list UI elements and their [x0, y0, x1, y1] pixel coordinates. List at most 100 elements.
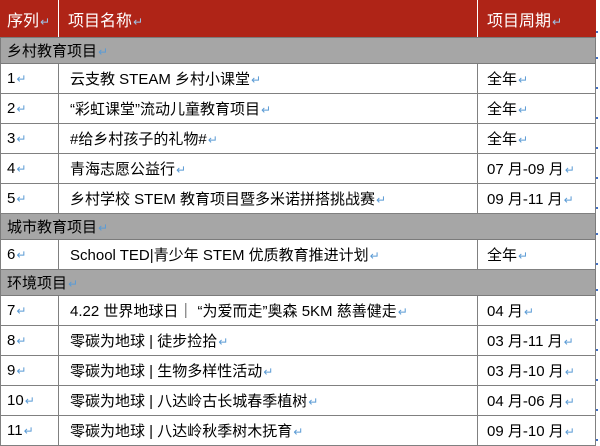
sequence-number: 8↵ [7, 332, 27, 349]
sequence-number: 3↵ [7, 130, 27, 147]
table-row: 10↵ 零碳为地球 | 八达岭古长城春季植树↵ 04 月-06 月↵ [0, 385, 596, 416]
project-name-cell[interactable]: 青海志愿公益行↵ [58, 153, 478, 184]
project-name: 4.22 世界地球日｜ “为爱而走”奥森 5KM 慈善健走↵ [70, 303, 408, 320]
paragraph-mark-icon: ↵ [218, 335, 229, 349]
project-name: 零碳为地球 | 八达岭秋季树木抚育↵ [70, 423, 304, 440]
paragraph-mark-icon: ↵ [23, 424, 34, 438]
project-name-cell[interactable]: 4.22 世界地球日｜ “为爱而走”奥森 5KM 慈善健走↵ [58, 295, 478, 326]
project-cycle-cell[interactable]: 03 月-11 月↵ [477, 325, 596, 356]
table-row: 6↵ School TED|青少年 STEM 优质教育推进计划↵ 全年↵ [0, 239, 596, 270]
table-row: 7↵ 4.22 世界地球日｜ “为爱而走”奥森 5KM 慈善健走↵ 04 月↵ [0, 295, 596, 326]
paragraph-mark-icon: ↵ [16, 192, 27, 206]
table-row: 11↵ 零碳为地球 | 八达岭秋季树木抚育↵ 09 月-10 月↵ [0, 415, 596, 446]
paragraph-mark-icon: ↵ [397, 305, 408, 319]
category-group-cell[interactable]: 环境项目↵ [0, 269, 596, 296]
project-name-cell[interactable]: #给乡村孩子的礼物#↵ [58, 123, 478, 154]
sequence-number: 5↵ [7, 190, 27, 207]
project-cycle-cell[interactable]: 全年↵ [477, 239, 596, 270]
project-cycle-cell[interactable]: 全年↵ [477, 63, 596, 94]
project-name: “彩虹课堂”流动儿童教育项目↵ [70, 101, 272, 118]
category-group-row: 乡村教育项目↵ [0, 37, 596, 64]
project-cycle: 全年↵ [487, 71, 529, 88]
sequence-number: 1↵ [7, 70, 27, 87]
category-group-cell[interactable]: 城市教育项目↵ [0, 213, 596, 240]
category-group-label: 乡村教育项目↵ [7, 43, 109, 60]
project-name-cell[interactable]: 零碳为地球 | 八达岭秋季树木抚育↵ [58, 415, 478, 446]
paragraph-mark-icon: ↵ [523, 305, 534, 319]
sequence-number-cell[interactable]: 9↵ [0, 355, 59, 386]
paragraph-mark-icon: ↵ [68, 277, 79, 291]
table-row: 1↵ 云支教 STEAM 乡村小课堂↵ 全年↵ [0, 63, 596, 94]
sequence-number-cell[interactable]: 11↵ [0, 415, 59, 446]
project-cycle-cell[interactable]: 09 月-11 月↵ [477, 183, 596, 214]
sequence-number: 9↵ [7, 362, 27, 379]
paragraph-mark-icon: ↵ [176, 163, 187, 177]
table-row: 4↵ 青海志愿公益行↵ 07 月-09 月↵ [0, 153, 596, 184]
project-name: 零碳为地球 | 生物多样性活动↵ [70, 363, 274, 380]
project-name-cell[interactable]: 零碳为地球 | 八达岭古长城春季植树↵ [58, 385, 478, 416]
project-cycle: 全年↵ [487, 131, 529, 148]
sequence-number-cell[interactable]: 6↵ [0, 239, 59, 270]
column-header-cycle[interactable]: 项目周期↵ [477, 0, 596, 38]
paragraph-mark-icon: ↵ [16, 304, 27, 318]
paragraph-mark-icon: ↵ [40, 15, 51, 29]
project-cycle: 04 月↵ [487, 303, 534, 320]
project-cycle: 09 月-11 月↵ [487, 191, 574, 208]
project-cycle-cell[interactable]: 07 月-09 月↵ [477, 153, 596, 184]
sequence-number-cell[interactable]: 8↵ [0, 325, 59, 356]
sequence-number: 2↵ [7, 100, 27, 117]
project-cycle-cell[interactable]: 全年↵ [477, 93, 596, 124]
column-header-label: 项目周期↵ [487, 13, 563, 30]
paragraph-mark-icon: ↵ [518, 73, 529, 87]
category-group-cell[interactable]: 乡村教育项目↵ [0, 37, 596, 64]
project-cycle-cell[interactable]: 04 月-06 月↵ [477, 385, 596, 416]
paragraph-mark-icon: ↵ [251, 73, 262, 87]
table-row: 9↵ 零碳为地球 | 生物多样性活动↵ 03 月-10 月↵ [0, 355, 596, 386]
paragraph-mark-icon: ↵ [24, 394, 35, 408]
category-group-row: 环境项目↵ [0, 269, 596, 296]
sequence-number-cell[interactable]: 5↵ [0, 183, 59, 214]
sequence-number-cell[interactable]: 3↵ [0, 123, 59, 154]
project-cycle-cell[interactable]: 04 月↵ [477, 295, 596, 326]
sequence-number-cell[interactable]: 1↵ [0, 63, 59, 94]
project-cycle-cell[interactable]: 09 月-10 月↵ [477, 415, 596, 446]
table-row: 5↵ 乡村学校 STEM 教育项目暨多米诺拼搭挑战赛↵ 09 月-11 月↵ [0, 183, 596, 214]
table-header-row: 序列↵ 项目名称↵ 项目周期↵ [0, 0, 596, 38]
project-cycle-cell[interactable]: 03 月-10 月↵ [477, 355, 596, 386]
sequence-number-cell[interactable]: 2↵ [0, 93, 59, 124]
paragraph-mark-icon: ↵ [16, 72, 27, 86]
project-cycle-cell[interactable]: 全年↵ [477, 123, 596, 154]
paragraph-mark-icon: ↵ [16, 334, 27, 348]
paragraph-mark-icon: ↵ [376, 193, 387, 207]
project-cycle: 07 月-09 月↵ [487, 161, 575, 178]
sequence-number-cell[interactable]: 10↵ [0, 385, 59, 416]
project-cycle: 03 月-11 月↵ [487, 333, 574, 350]
paragraph-mark-icon: ↵ [369, 249, 380, 263]
project-cycle: 全年↵ [487, 247, 529, 264]
sequence-number: 6↵ [7, 246, 27, 263]
column-header-seq[interactable]: 序列↵ [0, 0, 59, 38]
column-header-name[interactable]: 项目名称↵ [58, 0, 478, 38]
project-name: #给乡村孩子的礼物#↵ [70, 131, 218, 148]
project-name-cell[interactable]: 云支教 STEAM 乡村小课堂↵ [58, 63, 478, 94]
paragraph-mark-icon: ↵ [133, 15, 144, 29]
paragraph-mark-icon: ↵ [16, 162, 27, 176]
project-name-cell[interactable]: “彩虹课堂”流动儿童教育项目↵ [58, 93, 478, 124]
paragraph-mark-icon: ↵ [564, 425, 575, 439]
paragraph-mark-icon: ↵ [98, 45, 109, 59]
sequence-number-cell[interactable]: 4↵ [0, 153, 59, 184]
project-name-cell[interactable]: School TED|青少年 STEM 优质教育推进计划↵ [58, 239, 478, 270]
project-name-cell[interactable]: 零碳为地球 | 徒步捡拾↵ [58, 325, 478, 356]
project-cycle: 全年↵ [487, 101, 529, 118]
project-cycle: 09 月-10 月↵ [487, 423, 575, 440]
project-name-cell[interactable]: 零碳为地球 | 生物多样性活动↵ [58, 355, 478, 386]
sequence-number: 4↵ [7, 160, 27, 177]
sequence-number-cell[interactable]: 7↵ [0, 295, 59, 326]
project-name: 零碳为地球 | 徒步捡拾↵ [70, 333, 229, 350]
table-row: 3↵ #给乡村孩子的礼物#↵ 全年↵ [0, 123, 596, 154]
table-row: 8↵ 零碳为地球 | 徒步捡拾↵ 03 月-11 月↵ [0, 325, 596, 356]
paragraph-mark-icon: ↵ [564, 163, 575, 177]
project-name-cell[interactable]: 乡村学校 STEM 教育项目暨多米诺拼搭挑战赛↵ [58, 183, 478, 214]
